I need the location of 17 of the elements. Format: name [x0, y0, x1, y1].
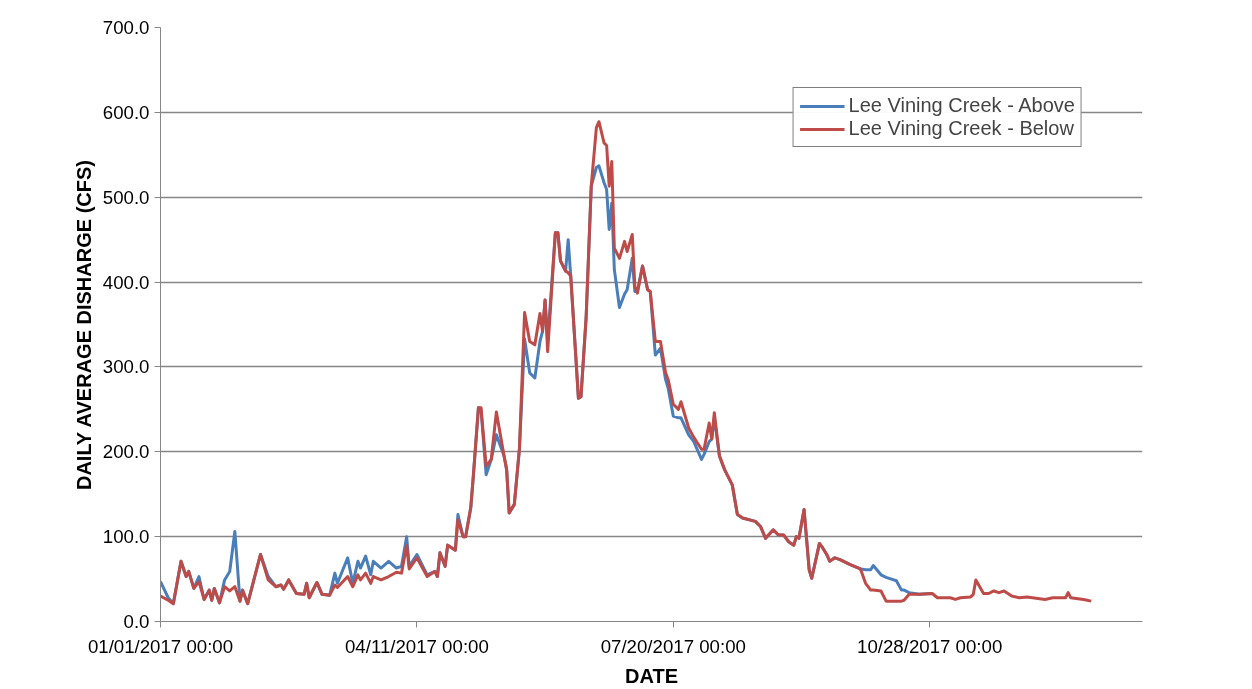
y-tick-label: 500.0: [102, 186, 150, 208]
y-tick-label: 100.0: [102, 526, 150, 548]
y-tick-label: 0.0: [123, 611, 150, 632]
legend-label: Lee Vining Creek - Above: [848, 94, 1075, 117]
x-tick-label: 04/11/2017 00:00: [344, 635, 489, 657]
x-tick-label: 07/20/2017 00:00: [600, 635, 746, 657]
line-series: [160, 120, 1093, 606]
y-tick-label: 300.0: [102, 356, 150, 378]
y-tick-label: 700.0: [102, 17, 150, 38]
y-tick-label: 600.0: [102, 101, 150, 123]
y-tick-label: 400.0: [102, 271, 150, 293]
x-tick-label: 10/28/2017 00:00: [857, 635, 1003, 657]
legend-label: Lee Vining Creek - Below: [848, 117, 1074, 140]
y-tick-label: 200.0: [102, 441, 150, 463]
x-axis-title: DATE: [625, 664, 678, 687]
y-axis-title: DAILY AVERAGE DISHARGE (CFS): [72, 160, 95, 491]
x-tick-label: 01/01/2017 00:00: [87, 635, 234, 657]
